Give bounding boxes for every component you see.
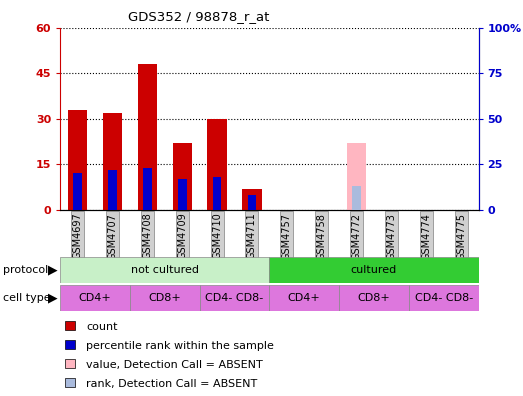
Text: CD4- CD8-: CD4- CD8- [415, 293, 473, 303]
Text: GDS352 / 98878_r_at: GDS352 / 98878_r_at [128, 10, 269, 23]
Text: percentile rank within the sample: percentile rank within the sample [86, 341, 274, 351]
Bar [269, 257, 479, 283]
Bar [173, 143, 192, 210]
Bar [247, 195, 256, 210]
Text: CD4+: CD4+ [78, 293, 111, 303]
Bar [130, 285, 200, 311]
Bar [409, 285, 479, 311]
Text: ▶: ▶ [48, 264, 57, 277]
Bar [60, 257, 269, 283]
Text: value, Detection Call = ABSENT: value, Detection Call = ABSENT [86, 360, 263, 370]
Bar [138, 64, 157, 210]
Text: ▶: ▶ [48, 291, 57, 305]
Text: protocol: protocol [3, 265, 48, 275]
Bar [242, 188, 262, 210]
Bar [269, 285, 339, 311]
Bar [339, 285, 409, 311]
Bar [208, 119, 226, 210]
Text: CD4+: CD4+ [288, 293, 321, 303]
Bar [352, 186, 361, 210]
Bar [73, 173, 82, 210]
Bar [352, 186, 361, 210]
Text: cultured: cultured [351, 265, 397, 275]
Text: CD4- CD8-: CD4- CD8- [206, 293, 264, 303]
Text: CD8+: CD8+ [358, 293, 390, 303]
Text: cell type: cell type [3, 293, 50, 303]
Bar [200, 285, 269, 311]
Bar [143, 168, 152, 210]
Text: count: count [86, 322, 118, 332]
Text: rank, Detection Call = ABSENT: rank, Detection Call = ABSENT [86, 379, 257, 389]
Bar [178, 179, 187, 210]
Text: CD8+: CD8+ [149, 293, 181, 303]
Bar [213, 177, 221, 210]
Bar [68, 110, 87, 210]
Bar [65, 379, 75, 387]
Bar [65, 360, 75, 368]
Bar [347, 143, 366, 210]
Text: not cultured: not cultured [131, 265, 199, 275]
Bar [65, 322, 75, 330]
Bar [103, 113, 122, 210]
Bar [108, 170, 117, 210]
Bar [60, 285, 130, 311]
Bar [65, 341, 75, 349]
